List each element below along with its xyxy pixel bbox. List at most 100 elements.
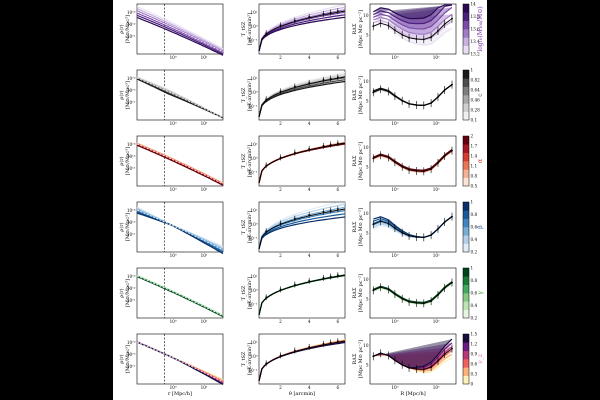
density-curve	[136, 8, 224, 51]
lensing-panel: 5 10 RΔΣ [Mpc M⊙ pc⁻²] 10⁰ 10¹	[352, 3, 457, 60]
colorbar-tick-label: 0.2	[471, 250, 478, 255]
colorbar-tick-label: 0.5	[471, 184, 478, 189]
y-axis-label: T_tSZ	[241, 219, 247, 234]
data-point	[265, 296, 268, 299]
y-axis-unit: [μK·arcmin²]	[247, 277, 253, 309]
colorbar-segment	[463, 136, 469, 145]
data-point	[329, 341, 332, 344]
data-point	[387, 24, 390, 27]
data-point	[443, 221, 446, 223]
x-tick-label: 2	[279, 385, 282, 390]
y-tick-label: 10¹³	[127, 274, 136, 279]
tsz-curve	[258, 4, 346, 52]
x-tick-label: 10¹	[201, 55, 208, 60]
data-point	[336, 76, 339, 79]
x-tick-label: 6	[336, 319, 339, 324]
x-axis-label: R [Mpc/h]	[400, 391, 425, 397]
data-point	[451, 347, 453, 350]
data-point	[308, 213, 311, 216]
y-tick-label: 10¹³	[127, 76, 136, 81]
data-point	[279, 156, 282, 159]
colorbar-frame	[462, 135, 470, 187]
y-tick-label: 10¹	[250, 340, 257, 345]
colorbar-segment	[463, 276, 469, 285]
x-tick-label: 10⁰	[170, 121, 177, 126]
data-point	[265, 230, 268, 233]
lensing-panel: 5 10 RΔΣ [Mpc M⊙ pc⁻²] 10⁰ 10¹	[352, 135, 457, 192]
data-point	[308, 81, 311, 84]
y-tick-label: 10¹	[250, 274, 257, 279]
y-axis-unit: [M⊙/Mpc³]	[125, 345, 131, 373]
data-point	[322, 210, 325, 213]
tsz-curve	[258, 80, 346, 118]
colorbar-segment	[463, 268, 469, 277]
y-axis-label: T_tSZ	[241, 285, 247, 300]
y-tick-label: 10¹	[250, 208, 257, 213]
data-point	[293, 19, 296, 22]
data-point	[408, 36, 410, 39]
colorbar-segment	[463, 284, 469, 294]
data-point	[437, 162, 439, 164]
data-point	[372, 289, 375, 292]
density-curve	[136, 78, 224, 119]
lensing-panel: 5 10 RΔΣ [Mpc M⊙ pc⁻²] 10⁰ 10¹	[352, 267, 457, 324]
data-point	[293, 283, 296, 286]
data-point	[387, 156, 390, 159]
data-point	[387, 90, 390, 93]
y-axis-label: T_tSZ	[241, 21, 247, 36]
fiducial-curve	[136, 275, 224, 317]
y-tick-label: 10	[363, 79, 369, 84]
colorbar-segment	[463, 334, 469, 343]
data-point	[408, 366, 410, 369]
data-point	[379, 220, 382, 223]
colorbar-tick-label: 1.7	[471, 144, 478, 149]
colorbar-segment	[463, 95, 469, 104]
data-point	[336, 142, 339, 145]
data-point	[443, 155, 446, 157]
y-axis-unit: [μK·arcmin²]	[247, 13, 253, 45]
colorbar-tick-label: 1	[471, 266, 474, 271]
colorbar-segment	[463, 375, 469, 385]
colorbar-segment	[463, 359, 469, 368]
colorbar-segment	[463, 342, 469, 351]
y-tick-label: 5	[366, 164, 369, 169]
y-tick-label: 10¹¹	[127, 34, 136, 39]
colorbar: 0.1 0.28 0.46 0.64 0.82 1 c	[462, 68, 484, 123]
data-point	[387, 288, 390, 291]
y-axis-unit: [Mpc M⊙ pc⁻²]	[358, 274, 364, 312]
colorbar-tick-label: 13.4	[471, 39, 481, 44]
data-point	[415, 170, 418, 172]
y-axis-unit: [μK·arcmin²]	[247, 79, 253, 111]
colorbar-tick-label: 0.8	[471, 212, 478, 217]
fiducial-curve	[373, 216, 453, 238]
y-tick-label: 5	[366, 32, 369, 37]
data-point	[322, 12, 325, 15]
density-curve	[136, 5, 224, 50]
lensing-curve	[373, 281, 453, 304]
y-axis-unit: [Mpc M⊙ pc⁻²]	[358, 340, 364, 378]
y-tick-label: 10¹²	[127, 352, 136, 357]
colorbar-segment	[463, 235, 469, 244]
y-tick-label: 10⁻¹	[248, 236, 258, 241]
colorbar-tick-label: 0.6	[471, 291, 478, 296]
y-tick-label: 10¹³	[127, 10, 136, 15]
y-axis-label: T_tSZ	[241, 351, 247, 366]
data-point	[401, 165, 404, 168]
colorbar-segment	[463, 45, 469, 55]
data-point	[322, 78, 325, 81]
data-point	[279, 222, 282, 225]
data-point	[415, 368, 418, 370]
y-axis-label: ρ(r)	[118, 354, 125, 363]
colorbar-tick-label: 0.6	[471, 362, 478, 367]
colorbar: 0 0.3 0.6 0.9 1.2 1.5 ν_z	[462, 332, 484, 387]
y-axis-label: ρ(r)	[118, 90, 125, 99]
y-axis-label: RΔΣ	[352, 353, 358, 364]
colorbar-segment	[463, 293, 469, 302]
colorbar-segment	[463, 202, 469, 211]
y-axis-label: RΔΣ	[352, 89, 358, 100]
colorbar-tick-label: 0.82	[471, 78, 481, 83]
data-point	[443, 23, 446, 25]
data-point	[372, 91, 375, 94]
